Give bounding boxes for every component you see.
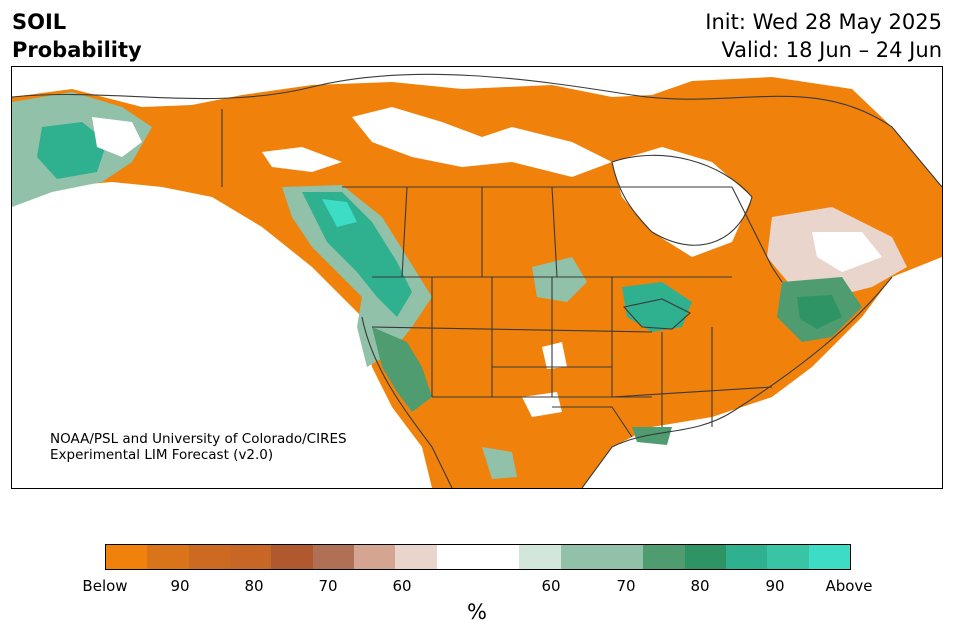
colorbar-segment (767, 545, 809, 569)
colorbar-tick-label: 70 (616, 577, 636, 595)
date-block: Init: Wed 28 May 2025 Valid: 18 Jun – 24… (705, 8, 942, 64)
colorbar-segment (229, 545, 272, 569)
alaska-above (37, 122, 107, 179)
credit-line-2: Experimental LIM Forecast (v2.0) (50, 447, 273, 463)
colorbar-segment (312, 545, 354, 569)
product-title: Probability (12, 38, 142, 62)
colorbar-tick-label: Above (825, 577, 873, 595)
colorbar-tick-label: 60 (541, 577, 561, 595)
great-lakes-above (622, 282, 692, 332)
plains-above (532, 257, 587, 302)
variable-title: SOIL (12, 10, 67, 34)
northeast-above-inner (797, 295, 842, 329)
colorbar-segment (560, 545, 602, 569)
gulf-above (632, 427, 672, 445)
colorbar-segment (271, 545, 313, 569)
quebec-white (812, 232, 882, 272)
credit-line-1: NOAA/PSL and University of Colorado/CIRE… (50, 431, 347, 447)
colorbar-segment (477, 545, 520, 569)
bc-above-outer (282, 185, 432, 367)
california-above (372, 327, 432, 412)
forecast-map: NOAA/PSL and University of Colorado/CIRE… (12, 67, 942, 488)
bc-above-inner (302, 192, 412, 317)
colorbar-segment (601, 545, 644, 569)
colorbar-segment (808, 545, 850, 569)
colorbar-tick-label: 90 (765, 577, 785, 595)
colorbar-tick-label: 90 (170, 577, 190, 595)
colorbar-tick-label: Below (82, 577, 128, 595)
colorbar-segment (684, 545, 726, 569)
alaska-white (92, 117, 142, 157)
central-white-1 (522, 392, 562, 417)
init-date: Init: Wed 28 May 2025 (705, 10, 942, 34)
canada-white-1 (352, 107, 612, 177)
colorbar-segment (147, 545, 189, 569)
bc-above-peak (322, 199, 357, 227)
colorbar-tick-label: 80 (244, 577, 264, 595)
hudson-bay (612, 147, 752, 257)
colorbar-tick-label: 60 (392, 577, 412, 595)
central-white-2 (542, 342, 567, 369)
boundary-lines (12, 73, 942, 488)
chart-title-block: SOIL Probability (12, 8, 142, 64)
colorbar-tick-label: 80 (690, 577, 710, 595)
colorbar-segment (188, 545, 230, 569)
colorbar-segment (643, 545, 685, 569)
colorbar-unit: % (467, 600, 487, 624)
map-panel: NOAA/PSL and University of Colorado/CIRE… (11, 66, 943, 489)
mexico-above (482, 447, 517, 479)
credit-text: NOAA/PSL and University of Colorado/CIRE… (50, 431, 347, 463)
colorbar-segment (395, 545, 437, 569)
colorbar-segment (519, 545, 561, 569)
colorbar-segment (725, 545, 768, 569)
colorbar-tick-label: 70 (318, 577, 338, 595)
colorbar-segment (436, 545, 478, 569)
colorbar-segment (106, 545, 148, 569)
canada-white-2 (262, 147, 342, 172)
colorbar (105, 544, 851, 570)
valid-range: Valid: 18 Jun – 24 Jun (721, 38, 942, 62)
colorbar-segment (353, 545, 396, 569)
